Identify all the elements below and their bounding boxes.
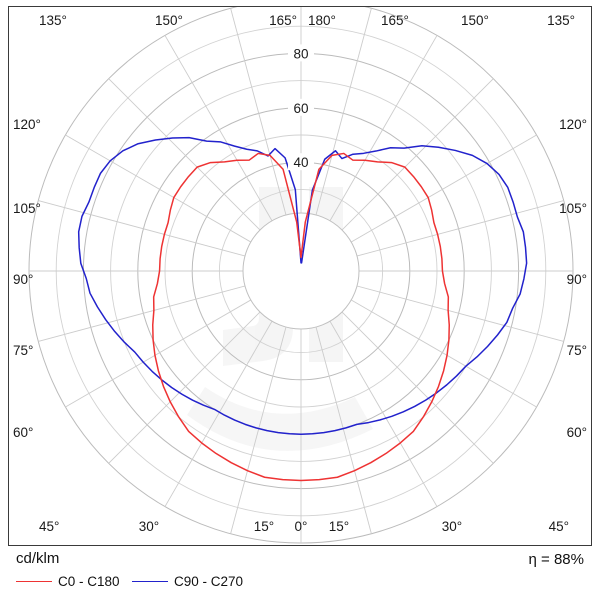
- svg-text:180°: 180°: [308, 13, 336, 28]
- svg-text:0°: 0°: [295, 519, 308, 534]
- svg-text:30°: 30°: [139, 519, 159, 534]
- legend-label-c90-c270: C90 - C270: [174, 574, 244, 589]
- svg-text:30°: 30°: [442, 519, 462, 534]
- svg-text:165°: 165°: [269, 13, 297, 28]
- unit-label: cd/klm: [16, 550, 60, 567]
- plot-frame: 40 60 80 135° 150° 165° 180° 165° 150° 135° 45° 30…: [8, 6, 592, 546]
- svg-text:45°: 45°: [39, 519, 59, 534]
- svg-text:135°: 135°: [547, 13, 575, 28]
- svg-text:90°: 90°: [13, 272, 33, 287]
- svg-text:120°: 120°: [13, 117, 41, 132]
- svg-text:105°: 105°: [13, 201, 41, 216]
- svg-text:15°: 15°: [254, 519, 274, 534]
- polar-plot-svg: 40 60 80 135° 150° 165° 180° 165° 150° 135° 45° 30…: [13, 7, 587, 544]
- svg-text:75°: 75°: [567, 343, 587, 358]
- svg-text:75°: 75°: [13, 343, 33, 358]
- svg-text:15°: 15°: [329, 519, 349, 534]
- radial-tick-labels: 40 60 80: [288, 44, 314, 171]
- svg-text:105°: 105°: [559, 201, 587, 216]
- svg-text:40: 40: [293, 155, 308, 170]
- svg-text:120°: 120°: [559, 117, 587, 132]
- legend-swatch-c90-c270: [132, 581, 168, 582]
- legend-swatch-c0-c180: [16, 581, 52, 582]
- svg-text:90°: 90°: [567, 272, 587, 287]
- svg-text:45°: 45°: [549, 519, 569, 534]
- legend-item-c90-c270[interactable]: C90 - C270: [132, 574, 243, 589]
- legend-item-c0-c180[interactable]: C0 - C180: [16, 574, 120, 589]
- chart-legend: cd/klm η = 88% C0 - C180 C90 - C270: [0, 548, 600, 600]
- legend-label-c0-c180: C0 - C180: [58, 574, 120, 589]
- angle-tick-labels: 135° 150° 165° 180° 165° 150° 135° 45° 30° 15° 0° 1…: [13, 13, 587, 534]
- svg-text:60: 60: [293, 101, 308, 116]
- svg-text:80: 80: [293, 46, 308, 61]
- data-curves: [77, 136, 528, 482]
- svg-text:135°: 135°: [39, 13, 67, 28]
- svg-text:150°: 150°: [155, 13, 183, 28]
- efficiency-label: η = 88%: [528, 551, 584, 568]
- center-mask-disk: [242, 212, 360, 330]
- svg-text:60°: 60°: [13, 425, 33, 440]
- svg-text:165°: 165°: [381, 13, 409, 28]
- svg-text:150°: 150°: [461, 13, 489, 28]
- svg-text:60°: 60°: [567, 425, 587, 440]
